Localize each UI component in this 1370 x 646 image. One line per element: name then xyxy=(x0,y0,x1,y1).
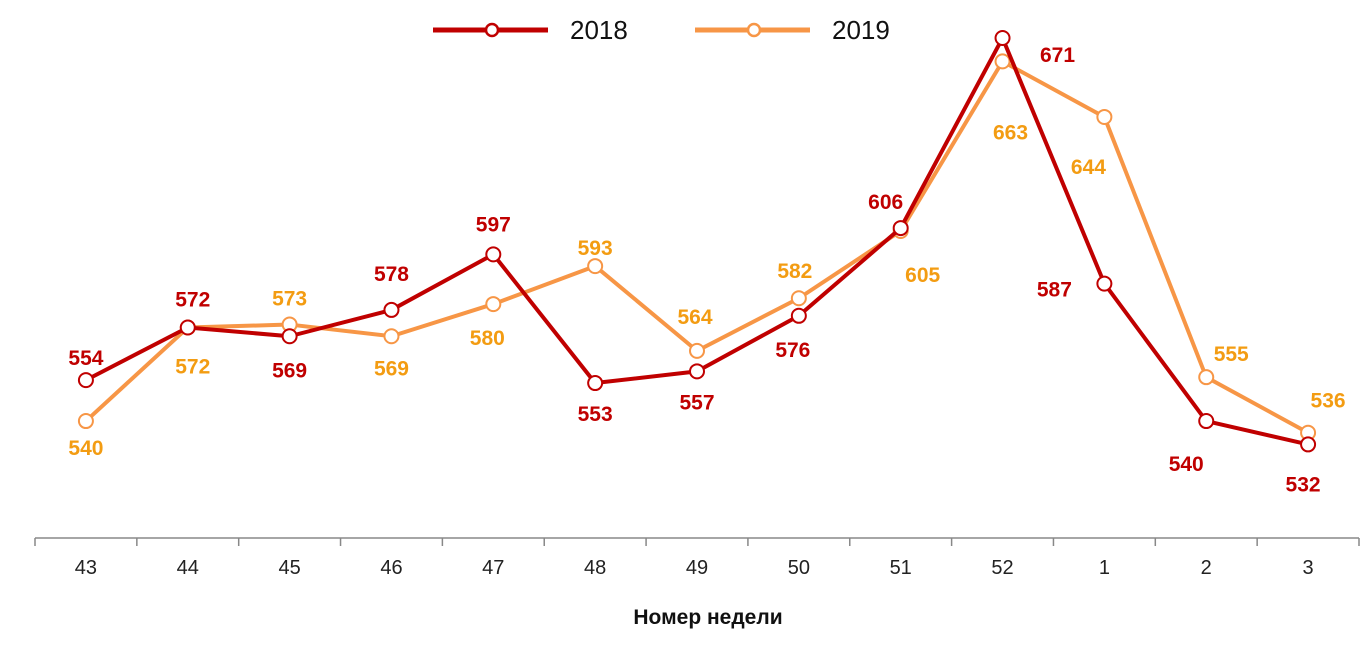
data-label-2018: 532 xyxy=(1286,473,1321,496)
x-tick-label: 1 xyxy=(1099,557,1110,579)
data-point-2018 xyxy=(1300,436,1317,453)
x-tick-label: 3 xyxy=(1303,557,1314,579)
data-point-2018 xyxy=(383,301,400,318)
x-tick-label: 43 xyxy=(75,557,97,579)
data-label-2019: 593 xyxy=(578,237,613,260)
legend-item-2018: 2018 xyxy=(433,15,628,45)
legend-marker xyxy=(746,22,762,38)
data-label-2019: 580 xyxy=(470,327,505,350)
data-labels: 540 572 573 569 580 593 564 582 605 663 644 555 536 5… xyxy=(68,44,1345,496)
legend-label: 2018 xyxy=(570,15,628,45)
data-point-2019 xyxy=(1198,369,1215,386)
x-tick-label: 52 xyxy=(991,557,1013,579)
data-label-2019: 536 xyxy=(1311,390,1346,413)
legend: 2018 2019 xyxy=(433,15,890,45)
data-label-2018: 576 xyxy=(775,339,810,362)
data-point-2018 xyxy=(1096,275,1113,292)
data-label-2019: 569 xyxy=(374,357,409,380)
data-label-2018: 557 xyxy=(679,391,714,414)
data-label-2019: 644 xyxy=(1071,156,1106,179)
x-tick-label: 49 xyxy=(686,557,708,579)
data-point-2018 xyxy=(587,375,604,392)
data-point-2018 xyxy=(994,30,1011,47)
x-tick-label: 50 xyxy=(788,557,810,579)
data-point-2019 xyxy=(383,328,400,345)
data-label-2019: 564 xyxy=(677,306,712,329)
data-point-2018 xyxy=(892,220,909,237)
data-label-2018: 606 xyxy=(868,191,903,214)
data-label-2019: 573 xyxy=(272,288,307,311)
series-line-2018 xyxy=(85,36,1309,447)
data-point-2018 xyxy=(485,246,502,263)
x-tick-label: 46 xyxy=(380,557,402,579)
data-point-2019 xyxy=(994,53,1011,70)
data-point-2018 xyxy=(179,319,196,336)
legend-item-2019: 2019 xyxy=(695,15,890,45)
data-label-2018: 578 xyxy=(374,263,409,286)
x-tick-label: 2 xyxy=(1201,557,1212,579)
data-label-2018: 540 xyxy=(1169,453,1204,476)
data-point-2019 xyxy=(689,342,705,359)
data-label-2018: 553 xyxy=(578,403,613,426)
x-tick-label: 48 xyxy=(584,557,606,579)
data-label-2019: 663 xyxy=(993,121,1028,144)
data-label-2019: 572 xyxy=(175,355,210,378)
data-label-2019: 540 xyxy=(68,437,103,460)
data-point-2018 xyxy=(1198,413,1215,430)
data-label-2019: 582 xyxy=(777,260,812,283)
data-label-2018: 572 xyxy=(175,288,210,311)
x-axis-label: Номер недели xyxy=(633,606,782,629)
data-label-2018: 597 xyxy=(476,213,511,236)
data-point-2018 xyxy=(281,328,298,345)
data-point-2019 xyxy=(587,258,604,275)
x-tick-label: 44 xyxy=(177,557,199,579)
x-tick-label: 45 xyxy=(278,557,300,579)
series-2018 xyxy=(77,30,1317,453)
data-point-2019 xyxy=(77,413,94,430)
data-label-2018: 587 xyxy=(1037,279,1072,302)
data-point-2019 xyxy=(790,290,807,307)
series-group xyxy=(77,30,1317,453)
legend-marker xyxy=(484,22,500,38)
data-label-2018: 671 xyxy=(1040,44,1075,67)
legend-label: 2019 xyxy=(832,15,890,45)
data-label-2019: 555 xyxy=(1214,343,1249,366)
data-point-2018 xyxy=(689,363,705,380)
data-point-2018 xyxy=(77,372,94,389)
series-2019 xyxy=(77,53,1317,441)
data-point-2018 xyxy=(790,307,807,324)
data-label-2018: 554 xyxy=(68,347,103,370)
x-tick-label: 47 xyxy=(482,557,504,579)
data-label-2019: 605 xyxy=(905,264,940,287)
x-axis: 43 44 45 46 47 48 49 50 51 52 1 2 3 xyxy=(34,537,1360,579)
data-label-2018: 569 xyxy=(272,359,307,382)
x-tick-label: 51 xyxy=(890,557,912,579)
data-point-2019 xyxy=(485,296,502,313)
data-point-2019 xyxy=(1096,108,1113,125)
